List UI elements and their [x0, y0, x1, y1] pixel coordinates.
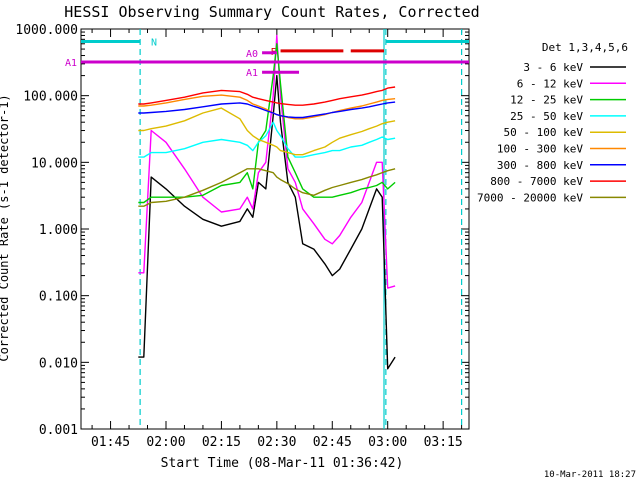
series-line-12-25-kev — [138, 43, 396, 204]
plot-area — [81, 29, 469, 429]
legend-entry-3-6-kev: 3 - 6 keV — [523, 61, 583, 74]
x-tick-label: 03:15 — [424, 435, 463, 450]
y-tick-label: 100.000 — [23, 90, 78, 105]
legend-entry-100-300-kev: 100 - 300 keV — [497, 143, 583, 156]
y-tick-label: 1.000 — [39, 223, 78, 238]
x-tick-label: 02:45 — [313, 435, 352, 450]
flag-label-a1: A1 — [65, 58, 77, 69]
series-line-7000-20000-kev — [138, 168, 396, 207]
y-tick-label: 0.100 — [39, 290, 78, 305]
legend-entry-25-50-kev: 25 - 50 keV — [510, 110, 583, 123]
axes: 1000.000 100.000 10.000 1.000 0.100 0.010 0.00… — [15, 23, 470, 450]
series-line-25-50-kev — [138, 121, 396, 158]
legend-entry-12-25-kev: 12 - 25 keV — [510, 94, 583, 107]
legend-entry-800-7000-kev: 800 - 7000 keV — [490, 175, 583, 188]
series-line-50-100-kev — [138, 107, 396, 156]
legend-title: Det 1,3,4,5,6 — [542, 41, 628, 54]
legend-entry-50-100-kev: 50 - 100 keV — [504, 126, 584, 139]
series-line-800-7000-kev — [138, 86, 396, 106]
y-tick-label: 0.001 — [39, 423, 78, 438]
x-tick-label: 02:30 — [257, 435, 296, 450]
legend-entry-7000-20000-kev: 7000 - 20000 keV — [477, 191, 583, 204]
y-tick-label: 10.000 — [31, 156, 78, 171]
flag-label-n: N — [151, 37, 157, 48]
legend: 3 - 6 keV 6 - 12 keV 12 - 25 keV 25 - 50 ke… — [477, 61, 626, 204]
flag-label-a1: A1 — [246, 68, 258, 79]
series-line-3-6-kev — [138, 74, 396, 370]
y-tick-label: 0.010 — [39, 356, 78, 371]
x-tick-label: 01:45 — [91, 435, 130, 450]
y-tick-label: 1000.000 — [15, 23, 78, 38]
x-tick-label: 03:00 — [368, 435, 407, 450]
series-line-6-12-kev — [138, 34, 396, 289]
flag-label-a0: A0 — [246, 49, 258, 60]
chart-title: HESSI Observing Summary Count Rates, Cor… — [64, 3, 479, 21]
y-axis-label: Corrected Count Rate (s-1 detector-1) — [0, 94, 11, 361]
x-axis-label: Start Time (08-Mar-11 01:36:42) — [161, 456, 404, 471]
timestamp: 10-Mar-2011 18:27 — [544, 470, 636, 480]
legend-entry-6-12-kev: 6 - 12 keV — [517, 77, 584, 90]
x-tick-label: 02:00 — [146, 435, 185, 450]
series-line-300-800-kev — [138, 101, 396, 119]
x-tick-label: 02:15 — [202, 435, 241, 450]
legend-entry-300-800-kev: 300 - 800 keV — [497, 159, 583, 172]
